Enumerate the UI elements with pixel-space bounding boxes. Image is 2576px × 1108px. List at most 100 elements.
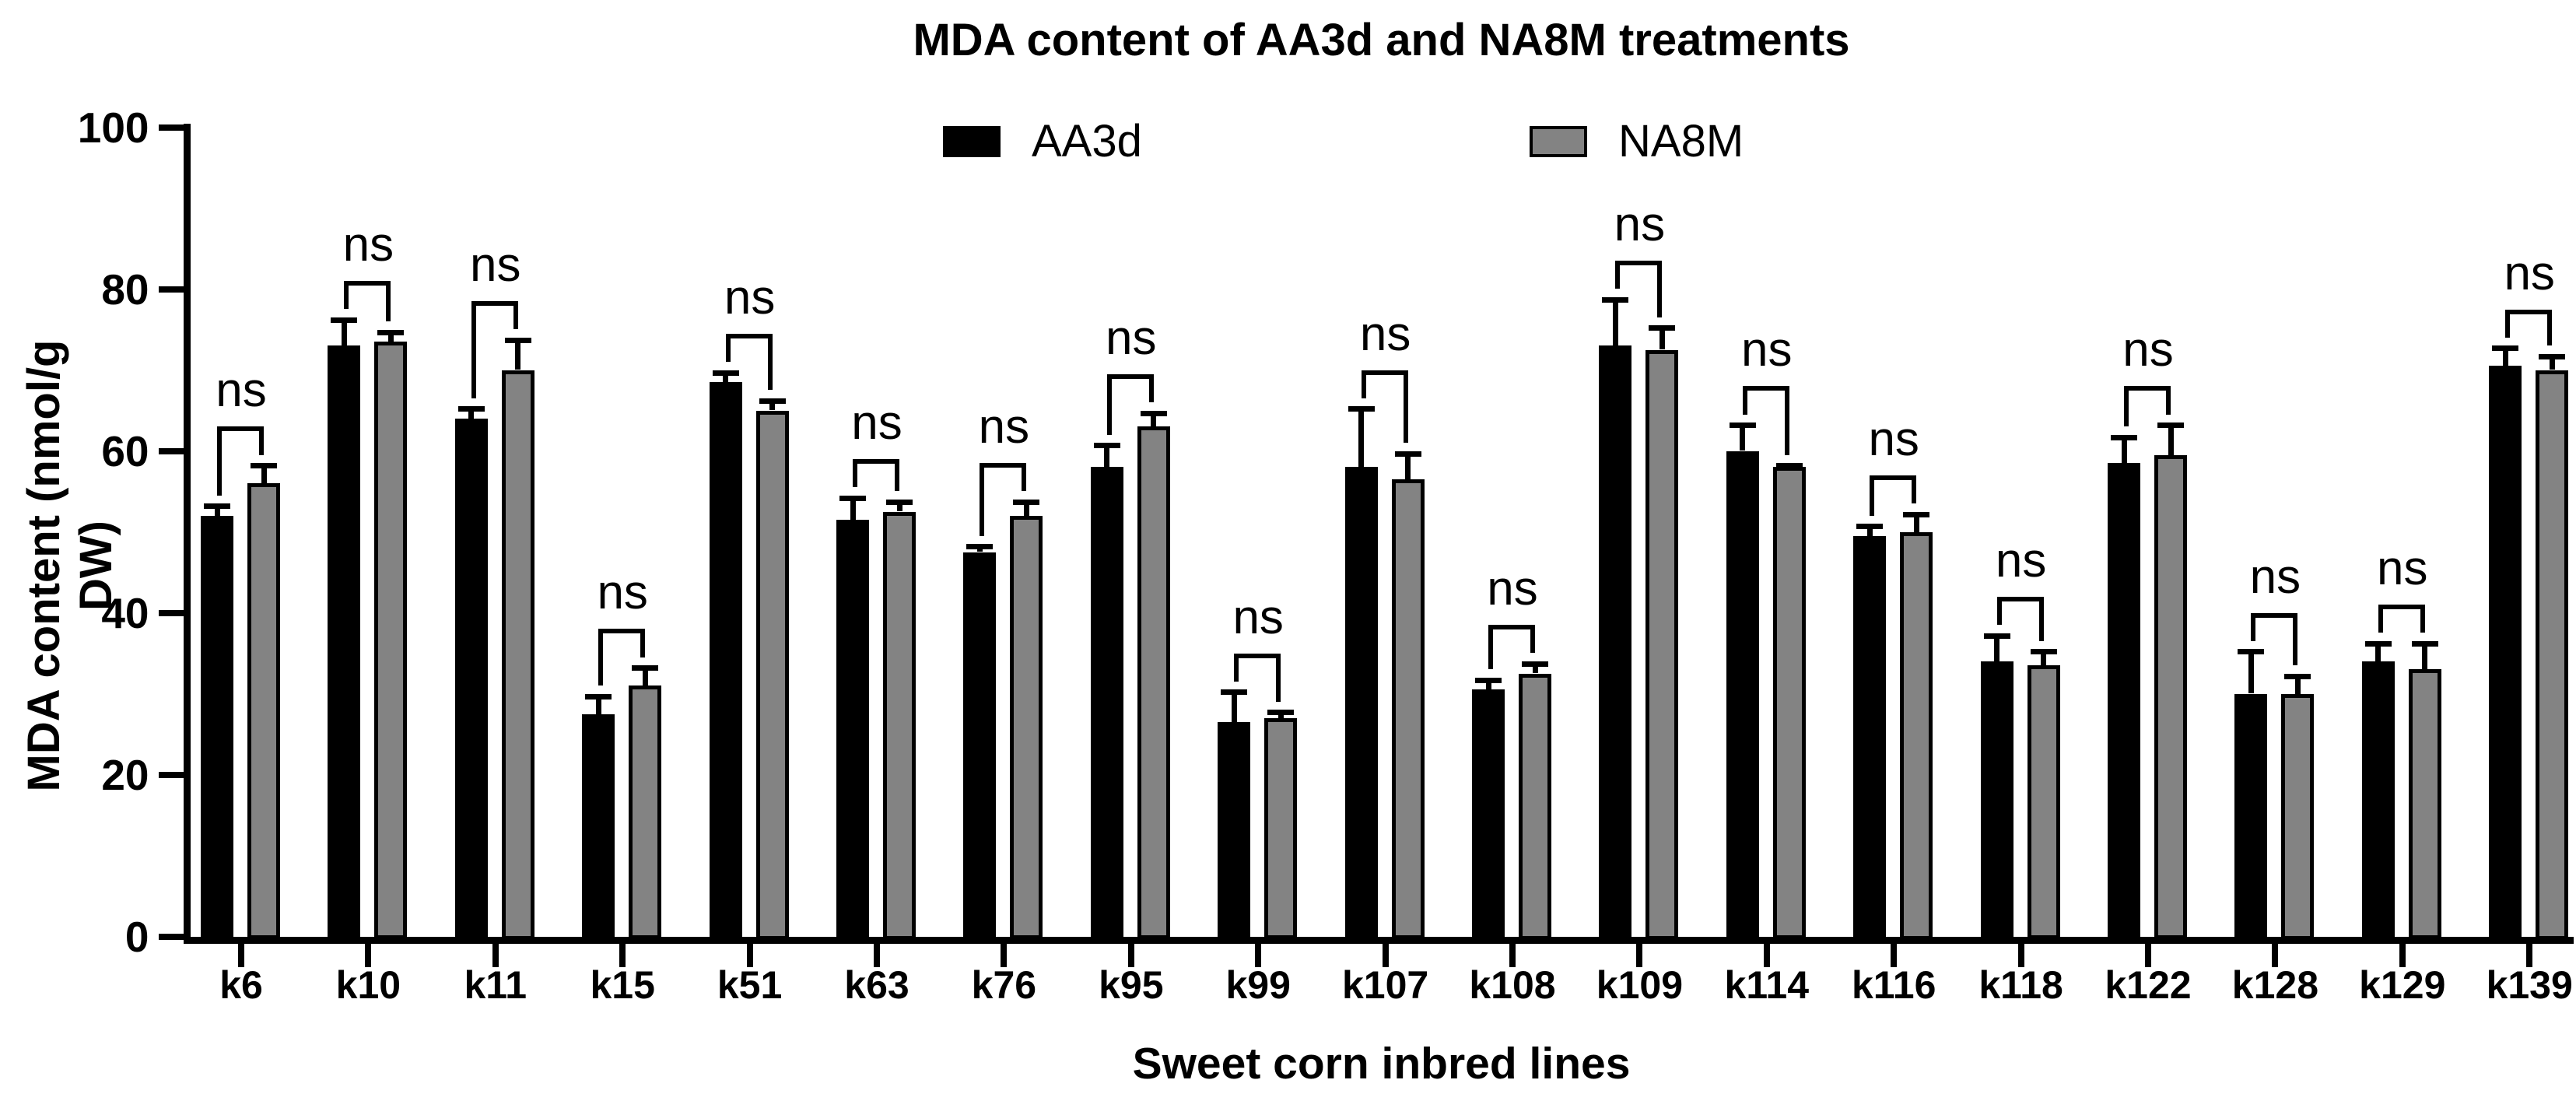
- x-tick-k109: [1636, 943, 1643, 967]
- sig-bracket-right-k116: [1912, 475, 1917, 504]
- sig-bracket-top-k139: [2505, 309, 2553, 314]
- x-tick-k114: [1763, 943, 1770, 967]
- error-line-na8m-k118: [2041, 649, 2047, 666]
- error-cap-na8m-k99: [1267, 710, 1295, 716]
- sig-bracket-top-k107: [1361, 370, 1408, 375]
- bar-na8m-k139: [2536, 370, 2569, 940]
- error-line-aa3d-k6: [214, 503, 220, 516]
- sig-bracket-left-k6: [217, 426, 222, 496]
- error-line-aa3d-k139: [2502, 345, 2508, 366]
- error-line-na8m-k10: [387, 329, 394, 342]
- bar-aa3d-k109: [1599, 345, 1632, 940]
- sig-bracket-top-k118: [1996, 596, 2044, 601]
- sig-label-k128: ns: [2249, 549, 2301, 604]
- x-label-k116: k116: [1851, 963, 1936, 1007]
- y-tick-label-20: 20: [101, 750, 149, 799]
- sig-bracket-right-k122: [2166, 386, 2171, 415]
- bar-na8m-k95: [1137, 426, 1170, 940]
- error-line-na8m-k129: [2422, 640, 2428, 670]
- sig-label-k139: ns: [2504, 246, 2555, 300]
- error-cap-aa3d-k109: [1602, 296, 1629, 303]
- error-cap-aa3d-k108: [1475, 677, 1502, 683]
- sig-label-k63: ns: [851, 395, 902, 450]
- sig-bracket-right-k139: [2547, 309, 2553, 346]
- x-tick-k76: [1001, 943, 1008, 967]
- error-line-na8m-k51: [769, 398, 776, 411]
- sig-bracket-top-k128: [2251, 612, 2298, 618]
- error-line-na8m-k122: [2168, 423, 2174, 455]
- x-label-k15: k15: [590, 963, 655, 1007]
- error-line-na8m-k107: [1405, 451, 1411, 479]
- legend-label-na8m: NA8M: [1618, 116, 1744, 167]
- sig-bracket-top-k109: [1615, 261, 1663, 266]
- sig-bracket-right-k107: [1403, 370, 1408, 444]
- sig-label-k114: ns: [1741, 323, 1793, 377]
- sig-bracket-top-k10: [344, 281, 391, 286]
- error-cap-aa3d-k76: [966, 544, 994, 550]
- error-cap-aa3d-k128: [2238, 649, 2265, 655]
- error-cap-aa3d-k99: [1221, 689, 1248, 696]
- bar-aa3d-k129: [2361, 661, 2395, 940]
- sig-bracket-left-k15: [598, 629, 604, 686]
- x-axis-line: [183, 936, 2574, 944]
- bar-na8m-k6: [247, 483, 280, 940]
- error-line-aa3d-k10: [341, 317, 347, 346]
- error-line-aa3d-k109: [1612, 296, 1618, 346]
- sig-bracket-top-k6: [217, 426, 264, 432]
- sig-bracket-right-k51: [767, 333, 773, 391]
- bar-aa3d-k6: [201, 515, 233, 940]
- bar-na8m-k118: [2027, 665, 2060, 940]
- sig-bracket-top-k114: [1742, 386, 1789, 391]
- sig-bracket-top-k95: [1106, 373, 1154, 379]
- error-line-aa3d-k114: [1740, 423, 1746, 451]
- sig-bracket-top-k129: [2378, 605, 2425, 610]
- sig-bracket-left-k109: [1615, 261, 1621, 289]
- y-tick-80: [158, 286, 184, 293]
- x-tick-k6: [238, 943, 244, 967]
- sig-bracket-left-k95: [1106, 373, 1112, 435]
- error-line-na8m-k139: [2549, 353, 2555, 370]
- bar-na8m-k129: [2408, 669, 2441, 940]
- x-axis-title: Sweet corn inbred lines: [1132, 1039, 1631, 1089]
- error-cap-na8m-k128: [2284, 673, 2311, 679]
- error-cap-na8m-k76: [1013, 499, 1040, 505]
- bar-aa3d-k10: [328, 345, 361, 940]
- x-tick-k118: [2017, 943, 2024, 967]
- sig-bracket-left-k11: [471, 301, 476, 398]
- sig-bracket-right-k11: [513, 301, 518, 330]
- error-line-aa3d-k129: [2375, 640, 2381, 661]
- sig-bracket-top-k63: [853, 458, 899, 464]
- x-label-k122: k122: [2105, 963, 2192, 1007]
- error-line-na8m-k63: [896, 499, 902, 512]
- sig-bracket-left-k10: [344, 281, 349, 310]
- bar-na8m-k114: [1772, 467, 1806, 940]
- error-cap-aa3d-k122: [2111, 434, 2137, 440]
- x-tick-k11: [492, 943, 499, 967]
- bar-na8m-k128: [2281, 693, 2315, 940]
- x-label-k63: k63: [844, 963, 909, 1007]
- error-line-aa3d-k95: [1104, 443, 1110, 468]
- y-tick-label-0: 0: [124, 912, 149, 961]
- error-line-aa3d-k122: [2121, 434, 2127, 464]
- y-tick-label-80: 80: [101, 265, 149, 314]
- error-line-na8m-k109: [1659, 325, 1665, 350]
- bar-aa3d-k99: [1218, 721, 1251, 940]
- legend-swatch-na8m-icon: [1530, 126, 1587, 157]
- error-line-aa3d-k63: [850, 495, 856, 520]
- sig-bracket-left-k128: [2251, 612, 2256, 641]
- bar-aa3d-k114: [1726, 451, 1759, 940]
- bar-na8m-k10: [374, 342, 408, 940]
- x-tick-k15: [619, 943, 626, 967]
- sig-bracket-right-k118: [2038, 596, 2044, 641]
- x-label-k10: k10: [335, 963, 401, 1007]
- y-tick-100: [158, 124, 184, 131]
- sig-label-k76: ns: [978, 400, 1030, 454]
- legend-label-aa3d: AA3d: [1032, 116, 1142, 167]
- sig-label-k108: ns: [1487, 562, 1538, 616]
- x-label-k76: k76: [971, 963, 1037, 1007]
- bar-na8m-k108: [1519, 673, 1551, 940]
- error-cap-aa3d-k107: [1348, 406, 1375, 412]
- x-tick-k107: [1382, 943, 1389, 967]
- sig-bracket-left-k129: [2378, 605, 2383, 633]
- error-cap-aa3d-k63: [839, 495, 866, 501]
